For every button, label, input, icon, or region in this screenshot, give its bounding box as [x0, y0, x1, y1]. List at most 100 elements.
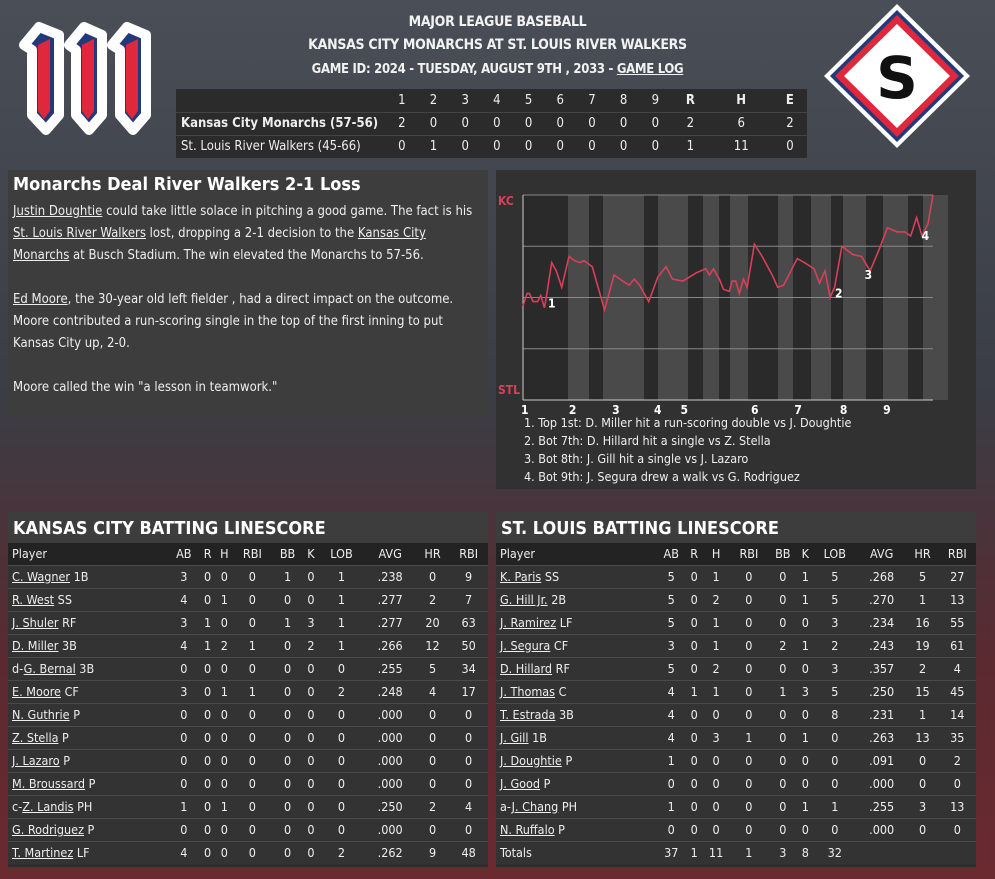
sub-prefix: c- [12, 799, 23, 814]
stat-cell: 27 [938, 564, 976, 588]
linescore-col-header: H [736, 92, 747, 108]
stat-cell: 0 [767, 587, 799, 611]
player-position: P [62, 730, 69, 745]
linescore-col-header: 1 [398, 92, 406, 108]
player-row: T. Estrada 3B 4 0 0 0 0 0 8.231 1 14 [496, 702, 976, 726]
stat-cell: 2 [215, 633, 234, 657]
player-row: G. Rodriguez P 0 0 0 0 0 0 0.000 0 0 [8, 817, 488, 841]
stat-cell: 0 [730, 794, 768, 818]
player-row: d-G. Bernal 3B 0 0 0 0 0 0 0.255 5 34 [8, 656, 488, 680]
sub-prefix: a- [500, 799, 512, 814]
player-row: J. Thomas C 4 1 1 0 1 3 5.250 15 45 [496, 679, 976, 703]
stat-cell: 0 [233, 771, 272, 795]
player-name-link[interactable]: N. Guthrie [12, 707, 70, 722]
player-name-link[interactable]: R. West [12, 592, 55, 607]
stat-cell: 8 [812, 702, 857, 726]
total-cell: 11 [701, 840, 731, 864]
player-name-link[interactable]: J. Good [500, 776, 541, 791]
player-name-link[interactable]: J. Shuler [12, 615, 59, 630]
home-team-logo: S [822, 2, 972, 150]
player-name-link[interactable]: Z. Stella [12, 730, 59, 745]
player-name-link[interactable]: J. Ramirez [500, 615, 557, 630]
player-cell: T. Estrada 3B [496, 702, 656, 726]
linescore-col-header: 7 [588, 92, 596, 108]
player-name-link[interactable]: J. Thomas [500, 684, 556, 699]
story-link[interactable]: St. Louis River Walkers [13, 226, 146, 241]
stat-cell: 2 [767, 633, 799, 657]
stat-cell: 2 [318, 840, 365, 864]
player-name-link[interactable]: J. Chang [511, 799, 559, 814]
stat-cell: 0 [303, 725, 319, 749]
stat-cell: 5 [906, 564, 939, 588]
column-header: RBI [449, 543, 488, 565]
stat-cell: 0 [767, 817, 799, 841]
column-header: K [798, 543, 813, 565]
player-name-link[interactable]: T. Estrada [500, 707, 556, 722]
game-log-link[interactable]: GAME LOG [616, 62, 684, 77]
linescore-cell: 2 [671, 111, 710, 135]
stat-cell: .000 [364, 817, 416, 841]
player-position: CF [553, 638, 569, 653]
stat-cell: 5 [656, 587, 687, 611]
player-name-link[interactable]: Z. Landis [22, 799, 74, 814]
stat-cell: 0 [656, 817, 687, 841]
stat-cell: 1 [318, 610, 365, 634]
stat-cell: 1 [318, 587, 365, 611]
linescore-col-header: 8 [619, 92, 628, 108]
stat-cell: 0 [271, 679, 304, 703]
stat-cell: 1 [215, 587, 234, 611]
stat-cell: 0 [730, 748, 768, 772]
stat-cell: 1 [318, 633, 365, 657]
player-name-link[interactable]: D. Miller [12, 638, 59, 653]
linescore-cell: 0 [512, 111, 545, 135]
player-row: J. Segura CF 3 0 1 0 2 1 2.243 19 61 [496, 633, 976, 657]
stat-cell: 0 [271, 587, 304, 611]
column-header: HR [906, 543, 939, 565]
linescore-header: 1 2 3 4 5 6 7 8 9 R H E [176, 89, 807, 112]
player-name-link[interactable]: J. Lazaro [12, 753, 60, 768]
stat-cell: 7 [449, 587, 488, 611]
player-name-link[interactable]: T. Martinez [12, 845, 74, 861]
player-position: P [63, 753, 70, 768]
story-link[interactable]: Justin Doughtie [13, 204, 103, 219]
player-name-link[interactable]: G. Rodriguez [12, 822, 84, 837]
stat-cell: 0 [730, 610, 768, 634]
story-link[interactable]: Kansas City Monarchs [13, 226, 426, 263]
player-name-link[interactable]: E. Moore [12, 684, 61, 699]
player-name-link[interactable]: J. Gill [500, 730, 529, 745]
player-name-link[interactable]: J. Doughtie [500, 753, 562, 768]
stat-cell: 0 [686, 725, 702, 749]
player-name-link[interactable]: K. Paris [500, 569, 542, 584]
player-name-link[interactable]: M. Broussard [12, 776, 86, 791]
player-row: K. Paris SS 5 0 1 0 0 1 5.268 5 27 [496, 564, 976, 588]
player-cell: D. Hillard RF [496, 656, 656, 680]
column-header: H [215, 543, 234, 565]
player-name-link[interactable]: G. Bernal [23, 661, 76, 676]
player-name-link[interactable]: G. Hill Jr. [500, 592, 548, 607]
stat-cell: .231 [856, 702, 907, 726]
player-name-link[interactable]: C. Wagner [12, 569, 71, 584]
player-cell: R. West SS [8, 587, 168, 611]
player-cell: J. Doughtie P [496, 748, 656, 772]
player-name-link[interactable]: J. Segura [500, 638, 551, 653]
player-name-link[interactable]: N. Ruffalo [500, 822, 555, 837]
stat-cell: 4 [656, 725, 687, 749]
stat-cell: 0 [303, 771, 319, 795]
story-link[interactable]: Ed Moore [13, 292, 68, 307]
stat-cell: 0 [271, 817, 304, 841]
total-cell [938, 840, 976, 864]
story-text: lost, dropping a 2-1 decision to the [145, 226, 358, 241]
stat-cell: 3 [168, 679, 200, 703]
stat-cell: 2 [812, 633, 857, 657]
player-name-link[interactable]: D. Hillard [500, 661, 553, 676]
stat-cell: 0 [215, 656, 234, 680]
stat-cell: 0 [168, 656, 200, 680]
kc-batting-linescore: KANSAS CITY BATTING LINESCORE Player AB R H… [8, 512, 488, 867]
column-header: AVG [364, 543, 416, 565]
stat-cell: 13 [906, 725, 939, 749]
player-position: CF [64, 684, 79, 699]
totals-label: Totals [496, 840, 656, 864]
stat-cell: 1 [656, 748, 687, 772]
stat-cell: 17 [449, 679, 488, 703]
stat-cell: .263 [856, 725, 907, 749]
